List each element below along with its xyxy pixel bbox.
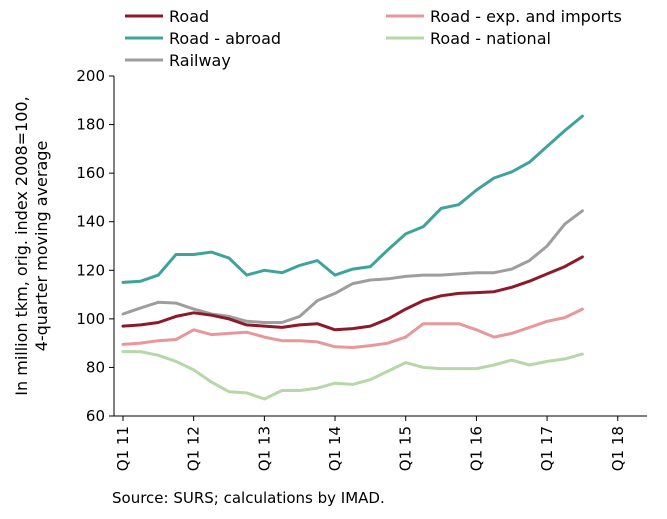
- legend: Road Road - exp. and imports Road - abroad…: [125, 7, 622, 70]
- y-tick-label: 80: [86, 358, 105, 376]
- series-line-road-national: [121, 350, 584, 401]
- y-tick-label: 160: [76, 164, 105, 182]
- y-axis-title-line-1: In million tkm, orig. index 2008=100,: [12, 96, 31, 395]
- x-tick-label: Q1 17: [538, 426, 556, 471]
- legend-label-railway: Railway: [169, 51, 231, 70]
- y-tick-label: 100: [76, 310, 105, 328]
- series-line-railway: [121, 209, 584, 324]
- y-axis-title: In million tkm, orig. index 2008=100, 4-…: [12, 96, 51, 395]
- legend-label-road-abroad: Road - abroad: [169, 29, 281, 48]
- x-tick-label: Q1 18: [609, 426, 627, 471]
- y-tick-label: 200: [76, 67, 105, 85]
- y-ticks: 60 80 100 120 140 160 180 200: [76, 67, 114, 425]
- axes: [113, 76, 647, 417]
- y-tick-label: 60: [86, 407, 105, 425]
- legend-label-road-national: Road - national: [430, 29, 551, 48]
- x-tick-label: Q1 13: [255, 426, 273, 471]
- y-tick-label: 180: [76, 116, 105, 134]
- x-tick-label: Q1 14: [326, 426, 344, 471]
- x-tick-label: Q1 12: [185, 426, 203, 471]
- x-tick-label: Q1 11: [114, 426, 132, 471]
- x-tick-label: Q1 16: [467, 426, 485, 471]
- y-axis-title-line-2: 4-quarter moving average: [32, 141, 51, 352]
- legend-label-road: Road: [169, 7, 209, 26]
- series-line-road-exp-and-imports: [121, 307, 584, 349]
- y-tick-label: 120: [76, 261, 105, 279]
- legend-label-road-exp-and-imports: Road - exp. and imports: [430, 7, 622, 26]
- series-line-road-abroad: [121, 114, 584, 284]
- x-ticks: Q1 11 Q1 12 Q1 13 Q1 14 Q1 15 Q1 16 Q1 17 Q1 18: [114, 416, 627, 471]
- x-tick-label: Q1 15: [397, 426, 415, 471]
- source-note: Source: SURS; calculations by IMAD.: [112, 489, 385, 507]
- series-lines: [121, 114, 584, 401]
- y-tick-label: 140: [76, 213, 105, 231]
- series-line-road: [121, 255, 584, 332]
